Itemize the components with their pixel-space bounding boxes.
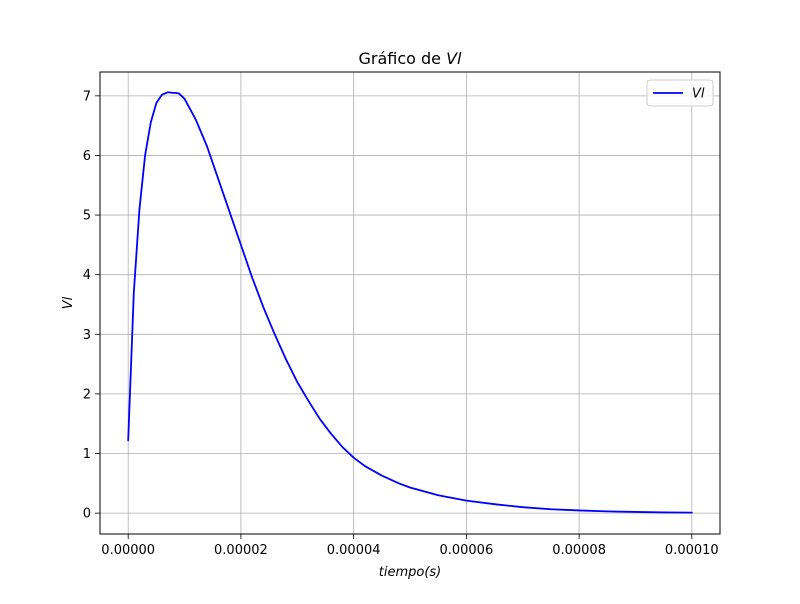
grid-lines bbox=[100, 72, 720, 534]
y-tick-label: 6 bbox=[83, 149, 91, 164]
plot-frame bbox=[99, 71, 721, 535]
x-tick-label: 0.00006 bbox=[439, 543, 493, 558]
x-tick-label: 0.00010 bbox=[665, 543, 719, 558]
y-tick-label: 1 bbox=[83, 447, 91, 462]
x-tick-label: 0.00004 bbox=[327, 543, 381, 558]
legend-series-label: Vl bbox=[692, 87, 705, 102]
legend: Vl bbox=[646, 79, 714, 107]
x-axis-label: tiempo(s) bbox=[379, 565, 442, 580]
x-axis-ticks: 0.00000 0.00002 0.00004 0.00006 0.00008 0.000… bbox=[101, 534, 719, 558]
series-line-1 bbox=[127, 91, 693, 514]
x-tick-label: 0.00008 bbox=[552, 543, 606, 558]
y-axis-ticks: 0 1 2 3 4 5 6 7 bbox=[83, 89, 100, 522]
y-tick-label: 7 bbox=[83, 89, 91, 104]
y-tick-label: 3 bbox=[83, 328, 91, 343]
y-tick-label: 0 bbox=[83, 507, 91, 522]
chart-title-prefix: Gráfico de bbox=[358, 49, 446, 68]
chart-title: Gráfico de Vl bbox=[358, 49, 462, 68]
x-tick-label: 0.00000 bbox=[101, 543, 155, 558]
y-axis-label: Vl bbox=[61, 296, 76, 309]
y-tick-label: 4 bbox=[83, 268, 91, 283]
y-tick-label: 5 bbox=[83, 209, 91, 224]
chart-title-variable: Vl bbox=[446, 49, 462, 68]
series-layer bbox=[127, 91, 693, 514]
x-tick-label: 0.00002 bbox=[214, 543, 268, 558]
y-tick-label: 2 bbox=[83, 387, 91, 402]
